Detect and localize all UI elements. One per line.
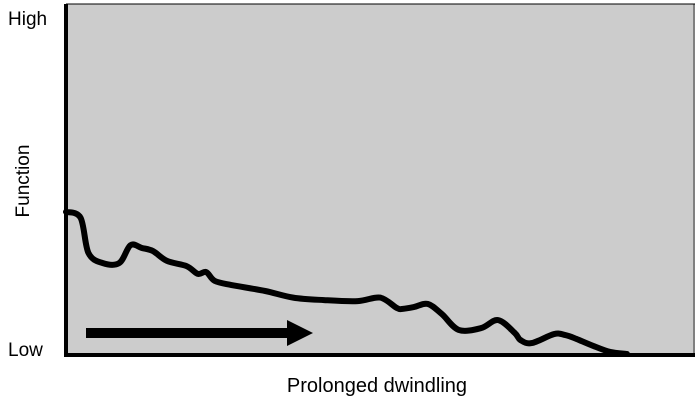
y-tick-low: Low	[8, 340, 43, 361]
series-line	[63, 208, 630, 357]
y-axis-label: Function	[13, 145, 34, 218]
time-arrow-icon	[86, 320, 313, 346]
plot-background	[66, 4, 693, 355]
x-axis-label: Prolonged dwindling	[287, 375, 467, 397]
y-tick-high: High	[8, 9, 47, 30]
